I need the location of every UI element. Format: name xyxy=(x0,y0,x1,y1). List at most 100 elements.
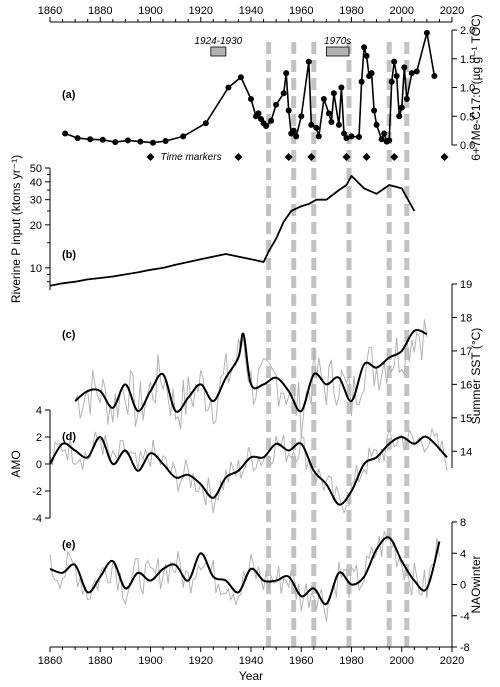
data-point-1975 xyxy=(335,121,342,128)
data-point-1940 xyxy=(248,96,254,102)
period-label-1970s: 1970s xyxy=(324,36,351,47)
x-tick-label-top-1940: 1940 xyxy=(239,5,263,17)
data-point-1901 xyxy=(150,139,156,146)
series-line-panel-5 xyxy=(49,536,441,606)
data-point-1980 xyxy=(348,133,355,140)
x-tick-label-top-1900: 1900 xyxy=(138,5,162,17)
data-point-1997 xyxy=(391,58,398,65)
data-point-1906 xyxy=(162,138,169,144)
y-tick-label-panel-4-4: 4 xyxy=(36,405,42,417)
x-axis-title: Year xyxy=(239,669,263,683)
data-point-1989 xyxy=(371,107,378,114)
data-point-2010 xyxy=(423,29,430,36)
time-marker-1986 xyxy=(362,153,371,161)
x-tick-label-bottom-1980: 1980 xyxy=(339,655,363,667)
data-point-1913 xyxy=(180,133,187,140)
data-point-1976 xyxy=(338,84,345,91)
data-point-2013 xyxy=(431,73,438,79)
data-point-1922 xyxy=(202,120,209,127)
y-tick-label-panel-3-14: 14 xyxy=(460,446,472,458)
data-point-1953 xyxy=(280,90,287,97)
raw-series-line-panel-5 xyxy=(49,531,440,622)
data-point-1984 xyxy=(358,78,365,85)
y-tick-label-panel-5--8: -8 xyxy=(460,642,470,654)
y-tick-label-panel-2-50: 50 xyxy=(30,163,42,175)
y-axis-title-panel-1: 6+7Me-C17:0 (µg g⁻¹ TOC) xyxy=(469,14,483,161)
time-marker-1978 xyxy=(342,153,351,161)
y-tick-label-panel-3-15: 15 xyxy=(460,413,472,425)
panel-label-2: (b) xyxy=(62,249,76,261)
data-point-1950 xyxy=(273,101,280,108)
vertical-marker-bands xyxy=(266,42,410,647)
data-point-1983 xyxy=(356,133,362,140)
data-point-2004 xyxy=(408,70,415,77)
data-point-1871 xyxy=(74,135,81,142)
period-box-1970s xyxy=(325,46,350,57)
panel-4 xyxy=(49,428,448,515)
data-point-1971 xyxy=(325,110,332,117)
y-axis-title-panel-5: NAOwinter xyxy=(469,555,483,613)
x-tick-label-top-1920: 1920 xyxy=(189,5,213,17)
data-point-1998 xyxy=(393,73,400,79)
data-point-1990 xyxy=(373,121,380,128)
data-point-1876 xyxy=(87,136,94,143)
data-point-1996 xyxy=(388,78,395,85)
y-tick-label-panel-4-0: 0 xyxy=(36,459,42,471)
data-point-1960 xyxy=(298,113,305,120)
series-line-panel-3 xyxy=(74,329,428,413)
data-point-1948 xyxy=(268,117,275,124)
y-axis-title-panel-3: Summer SST (°C) xyxy=(469,328,483,425)
time-marker-1997 xyxy=(390,153,399,161)
x-tick-label-bottom-1940: 1940 xyxy=(239,655,263,667)
data-point-1993 xyxy=(381,130,388,137)
y-tick-label-panel-5-4: 4 xyxy=(460,548,466,560)
time-marker-1964 xyxy=(307,153,316,161)
data-point-2000 xyxy=(398,104,405,111)
data-point-1963 xyxy=(305,58,312,65)
y-tick-label-panel-3-16: 16 xyxy=(460,379,472,391)
y-tick-label-panel-1-1.5: 1.5 xyxy=(460,54,475,66)
y-tick-label-panel-3-17: 17 xyxy=(460,346,472,358)
data-point-1992 xyxy=(378,136,385,143)
y-tick-label-panel-1-0.5: 0.5 xyxy=(460,111,475,123)
data-point-1972 xyxy=(328,119,335,125)
y-tick-label-panel-2-30: 30 xyxy=(30,195,42,207)
y-tick-label-panel-4-2: 2 xyxy=(36,432,42,444)
time-markers-label: Time markers xyxy=(161,152,222,163)
series-line-panel-4 xyxy=(49,435,448,506)
panel-3 xyxy=(74,319,428,439)
y-tick-label-panel-1-1: 1.0 xyxy=(460,83,475,95)
x-tick-label-bottom-2000: 2000 xyxy=(390,655,414,667)
panel-label-1: (a) xyxy=(62,89,76,101)
x-tick-label-bottom-2020: 2020 xyxy=(440,655,464,667)
x-tick-label-top-1860: 1860 xyxy=(38,5,62,17)
series-line-panel-2 xyxy=(49,175,416,287)
raw-series-line-panel-3 xyxy=(74,319,428,439)
y-tick-label-panel-2-20: 20 xyxy=(30,220,42,232)
y-axis-title-panel-4: AMO xyxy=(9,450,23,477)
labels: 1860 1880 1900 1920 1940 1960 1980 2000 20201860… xyxy=(9,5,483,683)
data-point-1999 xyxy=(396,113,403,120)
time-marker-1935 xyxy=(234,153,243,161)
y-tick-label-panel-3-19: 19 xyxy=(460,279,472,291)
data-point-1995 xyxy=(386,137,393,144)
data-point-1964 xyxy=(308,121,315,128)
period-label-1924-1930: 1924-1930 xyxy=(194,36,242,47)
data-point-2002 xyxy=(403,96,410,102)
data-point-1985 xyxy=(361,44,368,51)
data-point-1946 xyxy=(263,123,270,129)
data-point-1881 xyxy=(99,136,106,143)
panels xyxy=(49,29,448,622)
data-point-1967 xyxy=(315,133,322,140)
data-point-1958 xyxy=(293,133,300,140)
y-tick-label-panel-2-40: 40 xyxy=(30,177,42,189)
x-tick-label-top-2020: 2020 xyxy=(440,5,464,17)
y-tick-label-panel-5-0: 0 xyxy=(460,580,466,592)
y-tick-label-panel-4--2: -2 xyxy=(32,486,42,498)
data-point-2001 xyxy=(401,64,408,71)
axes xyxy=(45,17,457,652)
y-tick-label-panel-5-8: 8 xyxy=(460,517,466,529)
y-tick-label-panel-1-2: 2.0 xyxy=(460,25,475,37)
data-point-2006 xyxy=(413,68,420,75)
